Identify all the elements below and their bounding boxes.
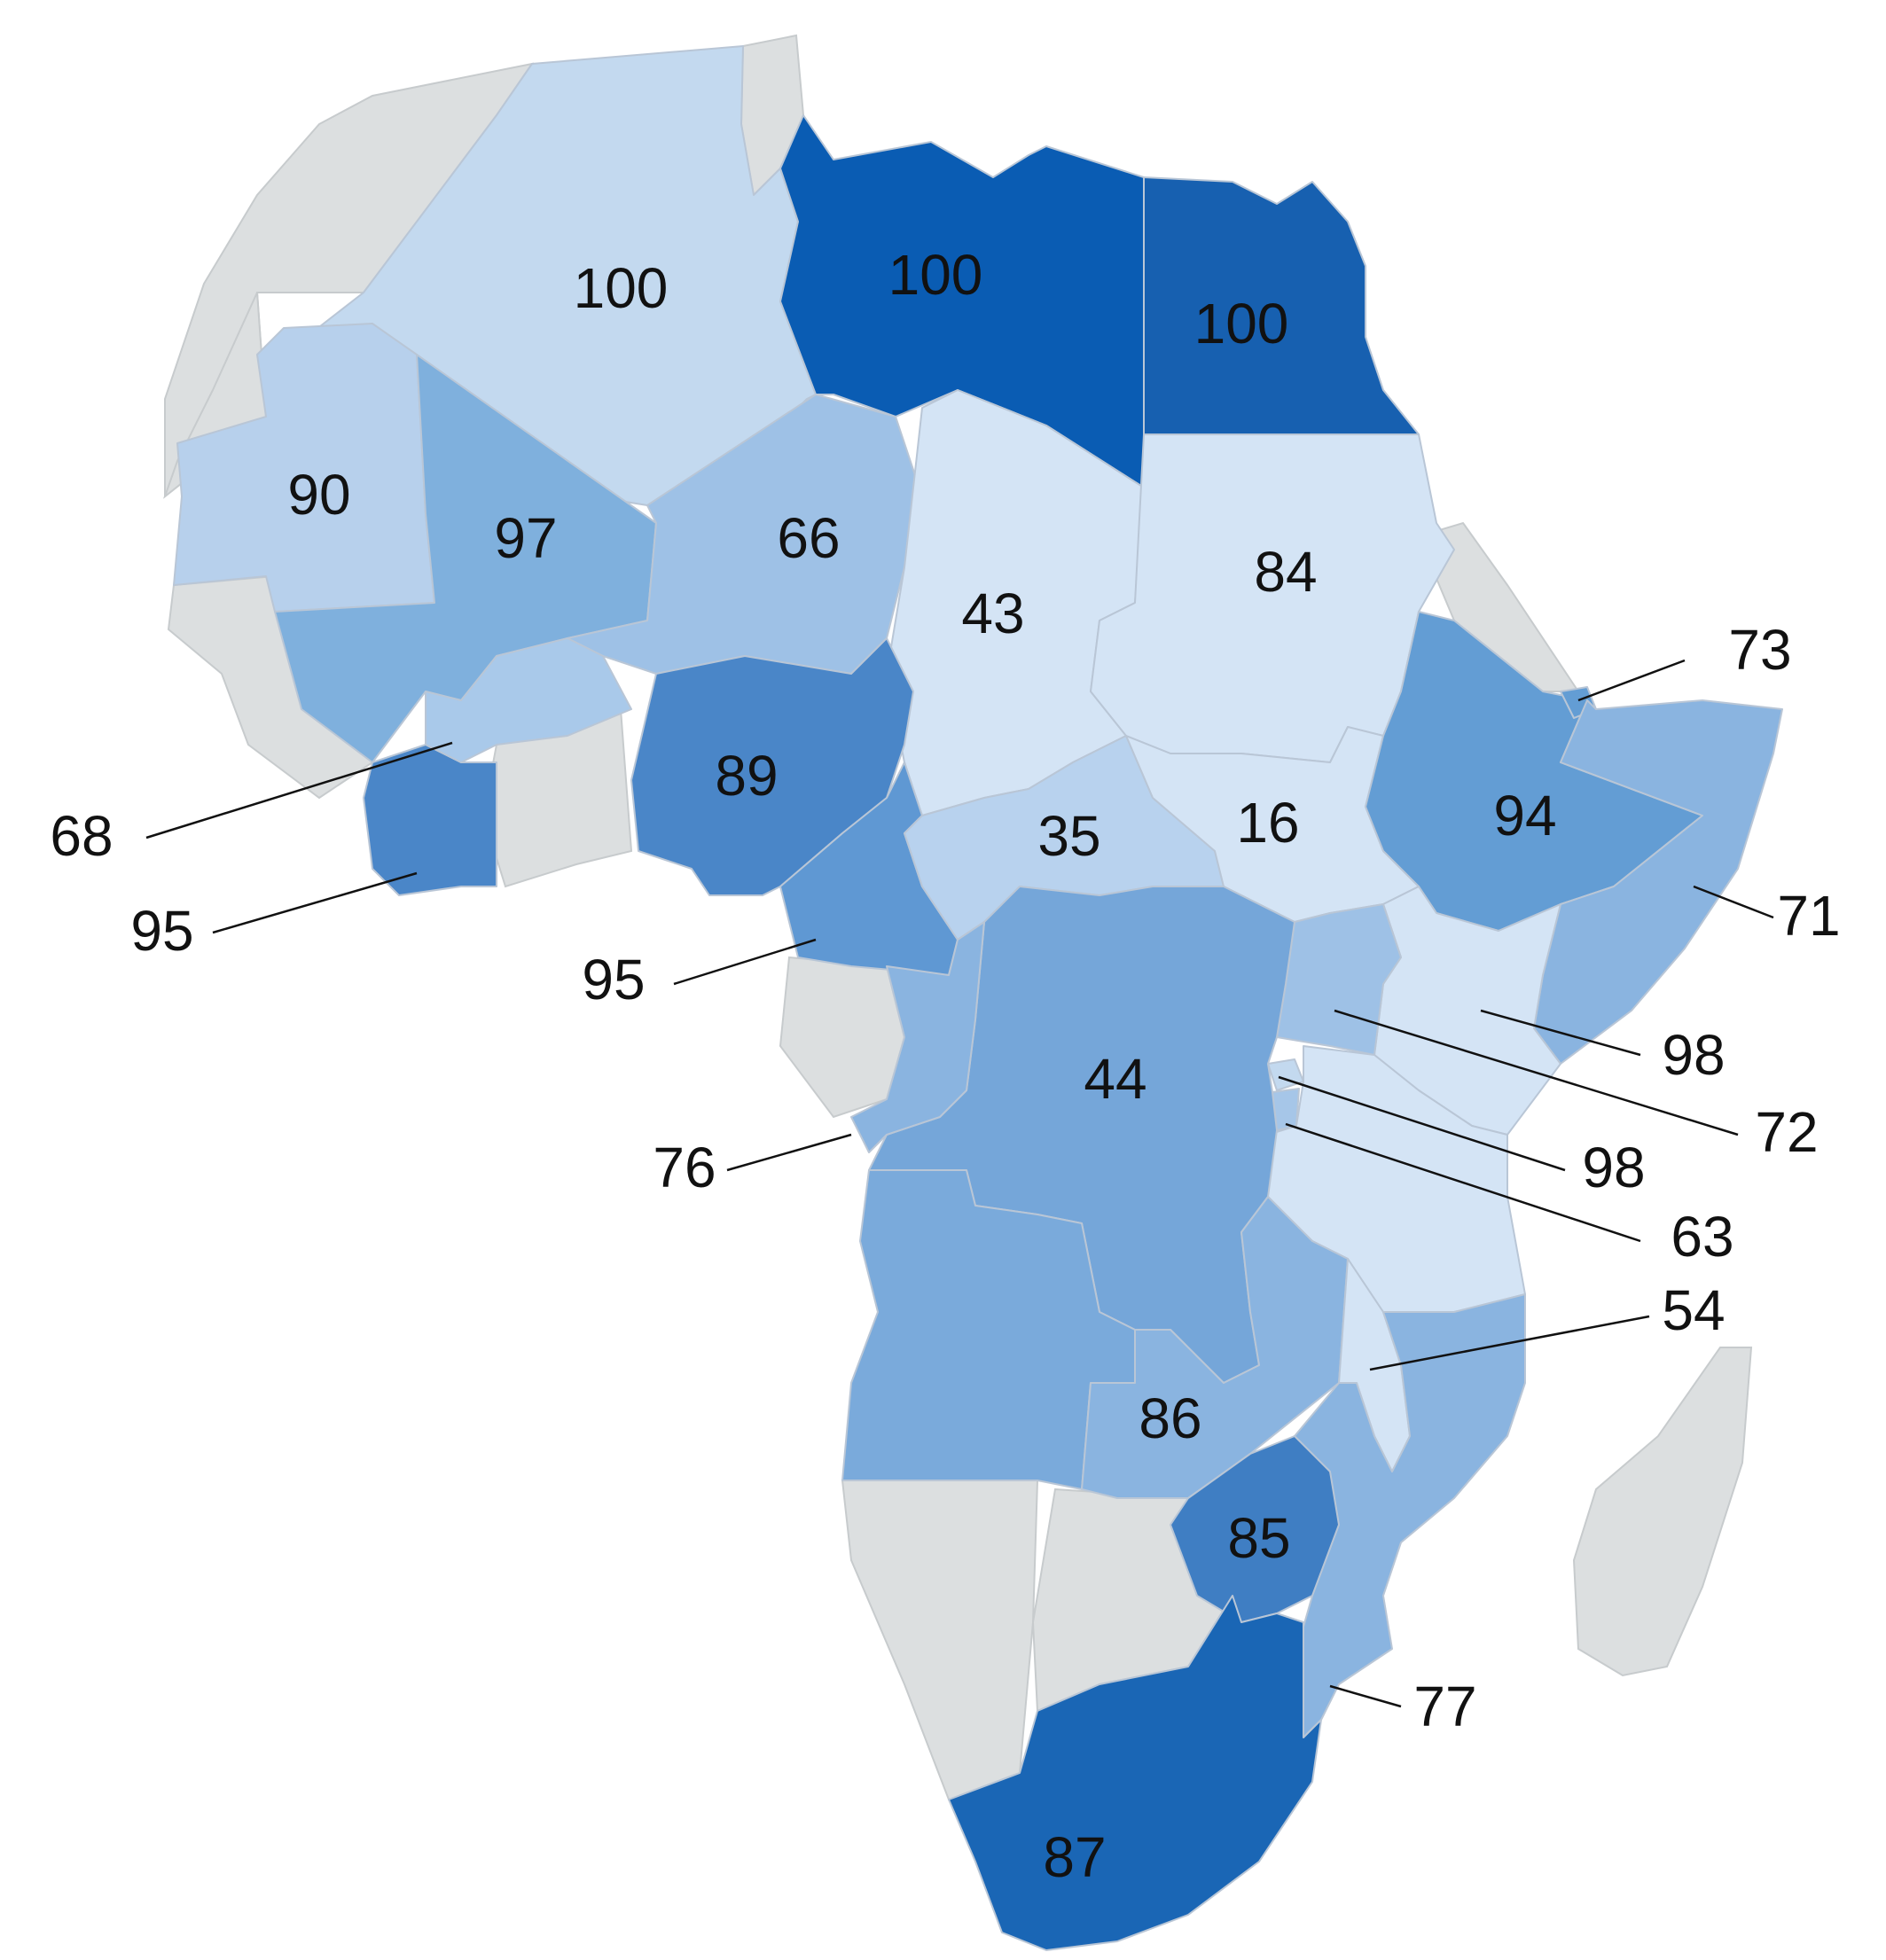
region-south-africa[interactable] bbox=[948, 1595, 1322, 1951]
callout-line-congo bbox=[726, 1133, 852, 1172]
region-congo[interactable] bbox=[850, 921, 985, 1153]
region-burkina-faso[interactable] bbox=[425, 637, 632, 763]
callout-line-malawi bbox=[1369, 1315, 1650, 1371]
label-zimbabwe: 85 bbox=[1227, 1506, 1290, 1570]
label-kenya: 98 bbox=[1662, 1023, 1725, 1087]
label-libya: 100 bbox=[888, 243, 983, 307]
callout-line-somalia bbox=[1693, 885, 1774, 919]
label-central-african-republic: 35 bbox=[1037, 804, 1100, 868]
label-zambia: 86 bbox=[1139, 1386, 1201, 1450]
label-burundi: 63 bbox=[1671, 1205, 1733, 1269]
callout-line-rwanda bbox=[1278, 1075, 1566, 1172]
label-sudan: 84 bbox=[1254, 540, 1317, 604]
callout-line-djibouti bbox=[1577, 659, 1686, 702]
callout-line-kenya bbox=[1480, 1009, 1641, 1057]
region-zimbabwe[interactable] bbox=[1170, 1435, 1340, 1623]
callout-lines bbox=[145, 659, 1774, 1708]
label-burkina-faso: 68 bbox=[50, 804, 113, 868]
label-djibouti: 73 bbox=[1728, 618, 1791, 682]
label-mauritania: 90 bbox=[287, 463, 350, 527]
label-rwanda: 98 bbox=[1582, 1136, 1645, 1199]
label-cameroon: 95 bbox=[582, 948, 645, 1011]
callout-line-burundi bbox=[1285, 1122, 1641, 1243]
region-madagascar bbox=[1572, 1347, 1753, 1677]
region-rwanda[interactable] bbox=[1267, 1058, 1304, 1091]
callout-line-burkina-faso bbox=[145, 741, 453, 839]
label-south-africa: 87 bbox=[1043, 1825, 1106, 1889]
label-dr-congo: 44 bbox=[1084, 1047, 1146, 1111]
label-nigeria: 89 bbox=[715, 744, 778, 808]
callout-line-mozambique bbox=[1329, 1684, 1402, 1708]
label-chad: 43 bbox=[961, 582, 1024, 645]
label-ethiopia: 94 bbox=[1493, 784, 1556, 847]
callout-line-cote-divoire bbox=[212, 871, 418, 934]
label-niger: 66 bbox=[777, 506, 840, 570]
label-mali: 97 bbox=[494, 506, 557, 570]
label-algeria: 100 bbox=[574, 256, 669, 320]
label-somalia: 71 bbox=[1777, 884, 1840, 948]
label-south-sudan: 16 bbox=[1236, 791, 1299, 855]
region-namibia bbox=[841, 1480, 1039, 1801]
value-labels: 100 100 100 90 97 66 43 84 89 35 16 94 4… bbox=[50, 243, 1840, 1889]
label-egypt: 100 bbox=[1194, 292, 1289, 355]
callout-line-cameroon bbox=[673, 938, 817, 986]
label-mozambique: 77 bbox=[1413, 1675, 1476, 1738]
callout-line-uganda bbox=[1334, 1009, 1739, 1136]
label-cote-divoire: 95 bbox=[130, 899, 193, 963]
no-data-regions bbox=[162, 34, 1753, 1846]
region-gabon bbox=[779, 956, 906, 1119]
region-cote-divoire[interactable] bbox=[363, 744, 497, 896]
label-malawi: 54 bbox=[1662, 1278, 1725, 1342]
data-regions bbox=[173, 45, 1783, 1951]
label-uganda: 72 bbox=[1755, 1100, 1818, 1164]
label-congo: 76 bbox=[653, 1136, 716, 1199]
